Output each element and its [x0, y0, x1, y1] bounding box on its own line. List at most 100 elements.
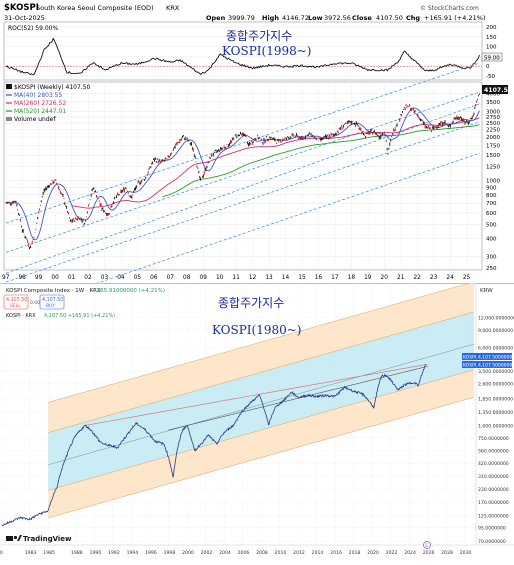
- symbol-label: $KOSPI: [4, 3, 39, 13]
- svg-text:KOSPI: KOSPI: [463, 363, 476, 369]
- time-tick-label: 07: [167, 275, 175, 281]
- tradingview-brand: TradingView: [23, 535, 72, 543]
- price-tick-label: 700: [486, 201, 497, 207]
- bottom-time-tick: 2028: [441, 550, 453, 556]
- price-value-tag: [482, 85, 508, 94]
- bottom-time-tick: 2000: [182, 550, 194, 556]
- bottom-price-tick: 1,350.0000000: [478, 410, 513, 416]
- bottom-time-tick: 1983: [25, 550, 37, 556]
- svg-text:Close: Close: [352, 14, 372, 22]
- price-tick-label: 1750: [486, 143, 500, 149]
- price-value-tag-text: 4107.50: [484, 87, 513, 94]
- spread-value: 0.00: [30, 300, 40, 306]
- svg-text:Volume undef: Volume undef: [14, 116, 56, 123]
- bottom-time-tick: 80: [0, 550, 3, 556]
- time-tick-label: 08: [183, 275, 191, 281]
- band-edge-line: [48, 311, 475, 433]
- bottom-price-tick: 125.0000000: [478, 514, 509, 520]
- event-marker-label: E: [425, 543, 428, 549]
- price-tick-label: 800: [486, 193, 497, 199]
- price-tick-label: 400: [486, 236, 497, 242]
- trend-line-lower: [168, 366, 428, 431]
- bottom-price-tick: 2,600.0000000: [478, 382, 513, 388]
- bottom-time-tick: 2014: [312, 550, 324, 556]
- time-tick-label: 99: [35, 275, 43, 281]
- price-tick-label: 250: [486, 266, 497, 272]
- annotation-title-range: KOSPI(1998~): [222, 44, 311, 58]
- time-tick-label: 24: [446, 275, 454, 281]
- last-price-tag-1: KOSPI 4,107.5000000: [462, 353, 512, 361]
- band-edge-line: [48, 397, 475, 519]
- bottom-time-tick: 2030: [460, 550, 472, 556]
- svg-text:BUY: BUY: [46, 303, 55, 309]
- bottom-time-tick: 1992: [108, 550, 120, 556]
- price-bars: [5, 93, 480, 249]
- bottom-time-tick: 1990: [90, 550, 102, 556]
- svg-text:High: High: [262, 14, 279, 22]
- tradingview-logo: [6, 535, 22, 541]
- svg-text:4,107.5000000: 4,107.5000000: [478, 363, 512, 369]
- inner-channel-band: [48, 311, 475, 491]
- bottom-price-tick: 420.0000000: [478, 461, 509, 467]
- bottom-price-tick: 560.0000000: [478, 448, 509, 454]
- time-tick-label: 15: [298, 275, 306, 281]
- bottom-time-tick: 1998: [164, 550, 176, 556]
- bottom-price-tick: 3,500.0000000: [478, 369, 513, 375]
- time-tick-label: 11: [232, 275, 240, 281]
- roc-tick-label: 150: [486, 35, 497, 41]
- kospi-weekly-chart: $KOSPI South Korea Seoul Composite (EOD)…: [2, 3, 513, 283]
- bottom-price-tick: 310.0000000: [478, 474, 509, 480]
- ma40-line: [6, 107, 480, 241]
- bottom-time-axis: 80 1983 1985 1988 1990 1992 1994 1996 1998 2000 20…: [0, 550, 472, 556]
- svg-text:SELL: SELL: [10, 303, 21, 309]
- roc-tick-label: 200: [486, 25, 497, 31]
- time-tick-label: 13: [265, 275, 273, 281]
- annotation-title-korean-bottom: 종합주가지수: [218, 296, 284, 310]
- time-tick-label: 19: [364, 275, 372, 281]
- time-tick-label: 97: [2, 275, 10, 281]
- svg-text:KOSPI: KOSPI: [463, 355, 476, 361]
- ohlc-readout: Open 3999.79 High 4146.72 Low 3972.56 Cl…: [206, 14, 485, 22]
- svg-text:Chg: Chg: [406, 14, 420, 22]
- trend-channel: [5, 62, 481, 283]
- time-tick-label: 17: [331, 275, 339, 281]
- svg-text:4,107.50: 4,107.50: [6, 297, 27, 303]
- time-tick-label: 22: [413, 275, 421, 281]
- price-tick-label: 3000: [486, 110, 500, 116]
- price-tick-label: 2000: [486, 135, 500, 141]
- bottom-time-tick: 1996: [145, 550, 157, 556]
- price-tick-label: 500: [486, 222, 497, 228]
- roc-tick-label: -50: [486, 74, 495, 80]
- bottom-time-tick: 2012: [293, 550, 305, 556]
- svg-text:Low: Low: [308, 14, 323, 22]
- trend-line-upper: [85, 363, 428, 426]
- bottom-price-tick: 70.0000000: [478, 539, 506, 545]
- price-tick-label: 900: [486, 185, 497, 191]
- channel-line: [5, 103, 481, 274]
- channel-line: [5, 62, 481, 224]
- time-tick-label: 25: [463, 275, 471, 281]
- time-tick-label: 04: [117, 275, 125, 281]
- svg-text:4146.72: 4146.72: [282, 14, 309, 22]
- bottom-time-tick: 2016: [330, 550, 342, 556]
- channel-lines: [48, 283, 475, 519]
- bottom-time-tick: 2022: [386, 550, 398, 556]
- kospi-price-line: [1, 364, 427, 527]
- buy-button[interactable]: 4,107.50 BUY: [39, 294, 65, 310]
- time-tick-label: 21: [397, 275, 405, 281]
- sell-button[interactable]: 4,107.50 SELL: [3, 294, 29, 310]
- svg-text:3972.56: 3972.56: [324, 14, 351, 22]
- annotation-title-korean: 종합주가지수: [226, 29, 292, 43]
- bottom-time-tick: 2018: [349, 550, 361, 556]
- price-tick-label: 1250: [486, 165, 500, 171]
- bottom-price-tick: 12,000.0000000: [478, 315, 514, 321]
- bottom-time-tick: 2002: [201, 550, 213, 556]
- event-marker[interactable]: [423, 541, 431, 549]
- svg-text:4,107.5000000: 4,107.5000000: [478, 355, 512, 361]
- bottom-price-tick: 6,000.0000000: [478, 345, 513, 351]
- price-grid: [4, 82, 482, 270]
- time-tick-label: 02: [84, 275, 92, 281]
- roc-line: [5, 37, 480, 76]
- annotation-title-range-bottom: KOSPI(1980~): [212, 323, 301, 337]
